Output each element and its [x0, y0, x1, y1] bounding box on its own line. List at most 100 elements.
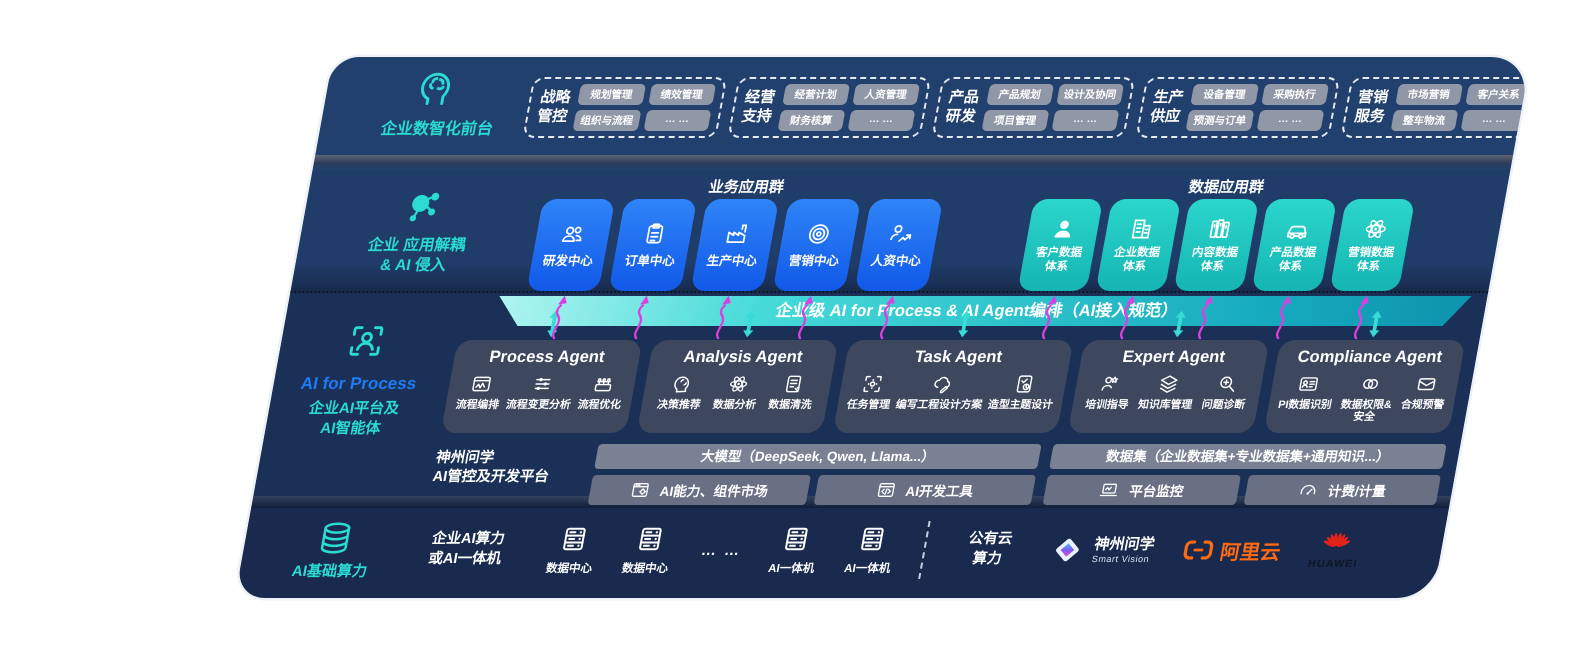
alicloud-logo: 阿里云 [1181, 536, 1283, 565]
team-icon [558, 221, 589, 247]
ai-appliance-node: AI一体机 [843, 524, 898, 576]
ai-platform-sub-line2: AI智能体 [319, 419, 383, 437]
data-app-group: 数据应用群 客户数据体系 企业数据体系 [1017, 176, 1418, 291]
smartvision-name: 神州问学 [1093, 536, 1157, 553]
process-agent-card: Process Agent 流程编排 流程变更分析 流程优化 [440, 340, 643, 433]
chip: 整车物流 [1390, 110, 1458, 131]
group-title: 产品研发 [944, 88, 981, 125]
agents-row: Process Agent 流程编排 流程变更分析 流程优化 Analysis … [440, 340, 1466, 433]
app-box-marketing-center: 营销中心 [772, 199, 862, 291]
task-agent-card: Task Agent 任务管理 编写工程设计方案 造型主题设计 [832, 340, 1074, 433]
app-box-rnd-center: 研发中心 [526, 199, 616, 291]
head-chat-icon [670, 373, 696, 395]
agent-item-label: 数据权限&安全 [1339, 399, 1393, 424]
data-box-label: 营销数据体系 [1346, 246, 1396, 273]
vendor-logos: 神州问学 Smart Vision 阿里云 HUAWEI [1046, 531, 1364, 570]
app-box-order-center: 订单中心 [608, 199, 698, 291]
app-box-label: 订单中心 [623, 253, 677, 268]
platform-row: 神州问学 AI管控及开发平台 大模型（DeepSeek, Qwen, Llama… [428, 443, 1447, 505]
business-group-title: 业务应用群 [707, 179, 786, 196]
ai-for-process-label: AI for Process [299, 374, 419, 393]
chip: 客户关系 [1464, 84, 1532, 105]
application-band: 企业 应用解耦 & AI 侵入 业务应用群 研发中心 订单中心 [290, 170, 1511, 291]
dataset-bar: 数据集（企业数据集+专业数据集+通用知识...） [1049, 443, 1447, 469]
chip: 设计及协同 [1055, 84, 1125, 105]
data-box-content: 内容数据体系 [1173, 199, 1260, 291]
layers-icon [1156, 373, 1182, 395]
data-box-customer: 客户数据体系 [1017, 199, 1104, 291]
agent-item-label: 流程变更分析 [504, 399, 572, 411]
ellipsis: … … [699, 541, 744, 559]
datacenter-node: 数据中心 [621, 524, 676, 576]
ali-bracket-icon [1182, 539, 1216, 561]
agent-item-label: 任务管理 [845, 399, 892, 411]
chip: 经营计划 [781, 84, 850, 105]
group-strategy-control: 战略管控 规划管理 绩效管理 组织与流程 … … [522, 77, 727, 138]
server-icon [855, 524, 890, 554]
node-label: 数据中心 [620, 563, 670, 575]
platform-label-line2: AI管控及开发平台 [431, 469, 551, 486]
node-label: AI一体机 [843, 563, 892, 575]
dataset-group: 数据集（企业数据集+专业数据集+通用知识...） 平台监控 计费/计量 [1042, 443, 1447, 505]
data-box-marketing: 营销数据体系 [1329, 199, 1416, 291]
agent-item-label: 知识库管理 [1136, 399, 1194, 411]
chip: 人资管理 [851, 84, 920, 105]
group-operation-support: 经营支持 经营计划 人资管理 财务核算 … … [726, 77, 931, 138]
link-circles-icon [1357, 373, 1383, 395]
cell-label: AI开发工具 [904, 483, 975, 499]
server-icon [557, 524, 592, 554]
huawei-flower-icon [1319, 531, 1354, 556]
diamond-logo-icon [1046, 532, 1089, 568]
hr-growth-icon [886, 221, 917, 247]
dev-tools-icon [874, 480, 898, 500]
front-office-label: 企业数智化前台 [379, 121, 495, 138]
app-decouple-label: 企业 应用解耦 & AI 侵入 [317, 186, 521, 276]
teacher-icon [1098, 373, 1124, 395]
agent-title: Compliance Agent [1296, 348, 1444, 366]
agent-item-label: 合规预警 [1399, 399, 1446, 411]
person-scan-icon [343, 321, 390, 361]
platform-monitor-cell: 平台监控 [1042, 474, 1241, 505]
agent-title: Expert Agent [1121, 348, 1227, 366]
server-icon [633, 524, 668, 554]
group-title: 营销服务 [1353, 88, 1390, 125]
public-cloud-line2: 算力 [970, 551, 1003, 567]
agent-item-label: 流程优化 [576, 399, 622, 411]
ai-platform-band: AI for Process 企业AI平台及 AI智能体 企业级 AI for … [253, 291, 1489, 505]
agent-item-label: 编写工程设计方案 [894, 399, 984, 411]
node-label: 数据中心 [544, 563, 594, 575]
smartvision-logo: 神州问学 Smart Vision [1046, 532, 1157, 568]
ai-capability-market-cell: AI能力、组件市场 [587, 474, 811, 505]
huawei-name: HUAWEI [1307, 557, 1359, 570]
clipboard-icon [640, 221, 671, 247]
factory-icon [722, 221, 753, 247]
atom-icon [1360, 216, 1391, 242]
atom-icon [725, 373, 751, 395]
agent-item-label: 培训指导 [1084, 399, 1130, 411]
gauge-icon [1296, 480, 1320, 500]
agent-item-label: 流程编排 [454, 399, 501, 411]
chip: 规划管理 [577, 84, 646, 105]
chip: 市场营销 [1394, 84, 1463, 105]
chip: … … [1256, 110, 1324, 131]
agent-title: Task Agent [913, 348, 1004, 366]
agent-title: Process Agent [487, 348, 607, 366]
ai-platform-sub-line1: 企业AI平台及 [307, 400, 401, 417]
infrastructure-band: AI基础算力 企业AI算力 或AI一体机 数据中心 数据中心 … … AI一体机… [234, 508, 1450, 598]
agent-item-label: 数据清洗 [767, 399, 813, 411]
cell-label: 计费/计量 [1326, 483, 1388, 499]
books-icon [1204, 216, 1235, 242]
cell-label: AI能力、组件市场 [658, 483, 770, 499]
server-icon [779, 524, 814, 554]
machine-icon [590, 373, 616, 395]
app-box-hr-center: 人资中心 [854, 199, 944, 291]
architecture-diagram: 企业数智化前台 战略管控 规划管理 绩效管理 组织与流程 … … 经营支持 经营… [234, 57, 1532, 598]
chip: 采购执行 [1260, 84, 1329, 105]
data-group-title: 数据应用群 [1187, 179, 1266, 196]
diagnose-icon [1214, 373, 1240, 395]
smartvision-subtitle: Smart Vision [1091, 554, 1151, 564]
car-icon [1282, 216, 1313, 242]
cell-label: 平台监控 [1128, 483, 1185, 499]
chip: 绩效管理 [647, 84, 716, 105]
ai-dev-tools-cell: AI开发工具 [813, 474, 1037, 505]
